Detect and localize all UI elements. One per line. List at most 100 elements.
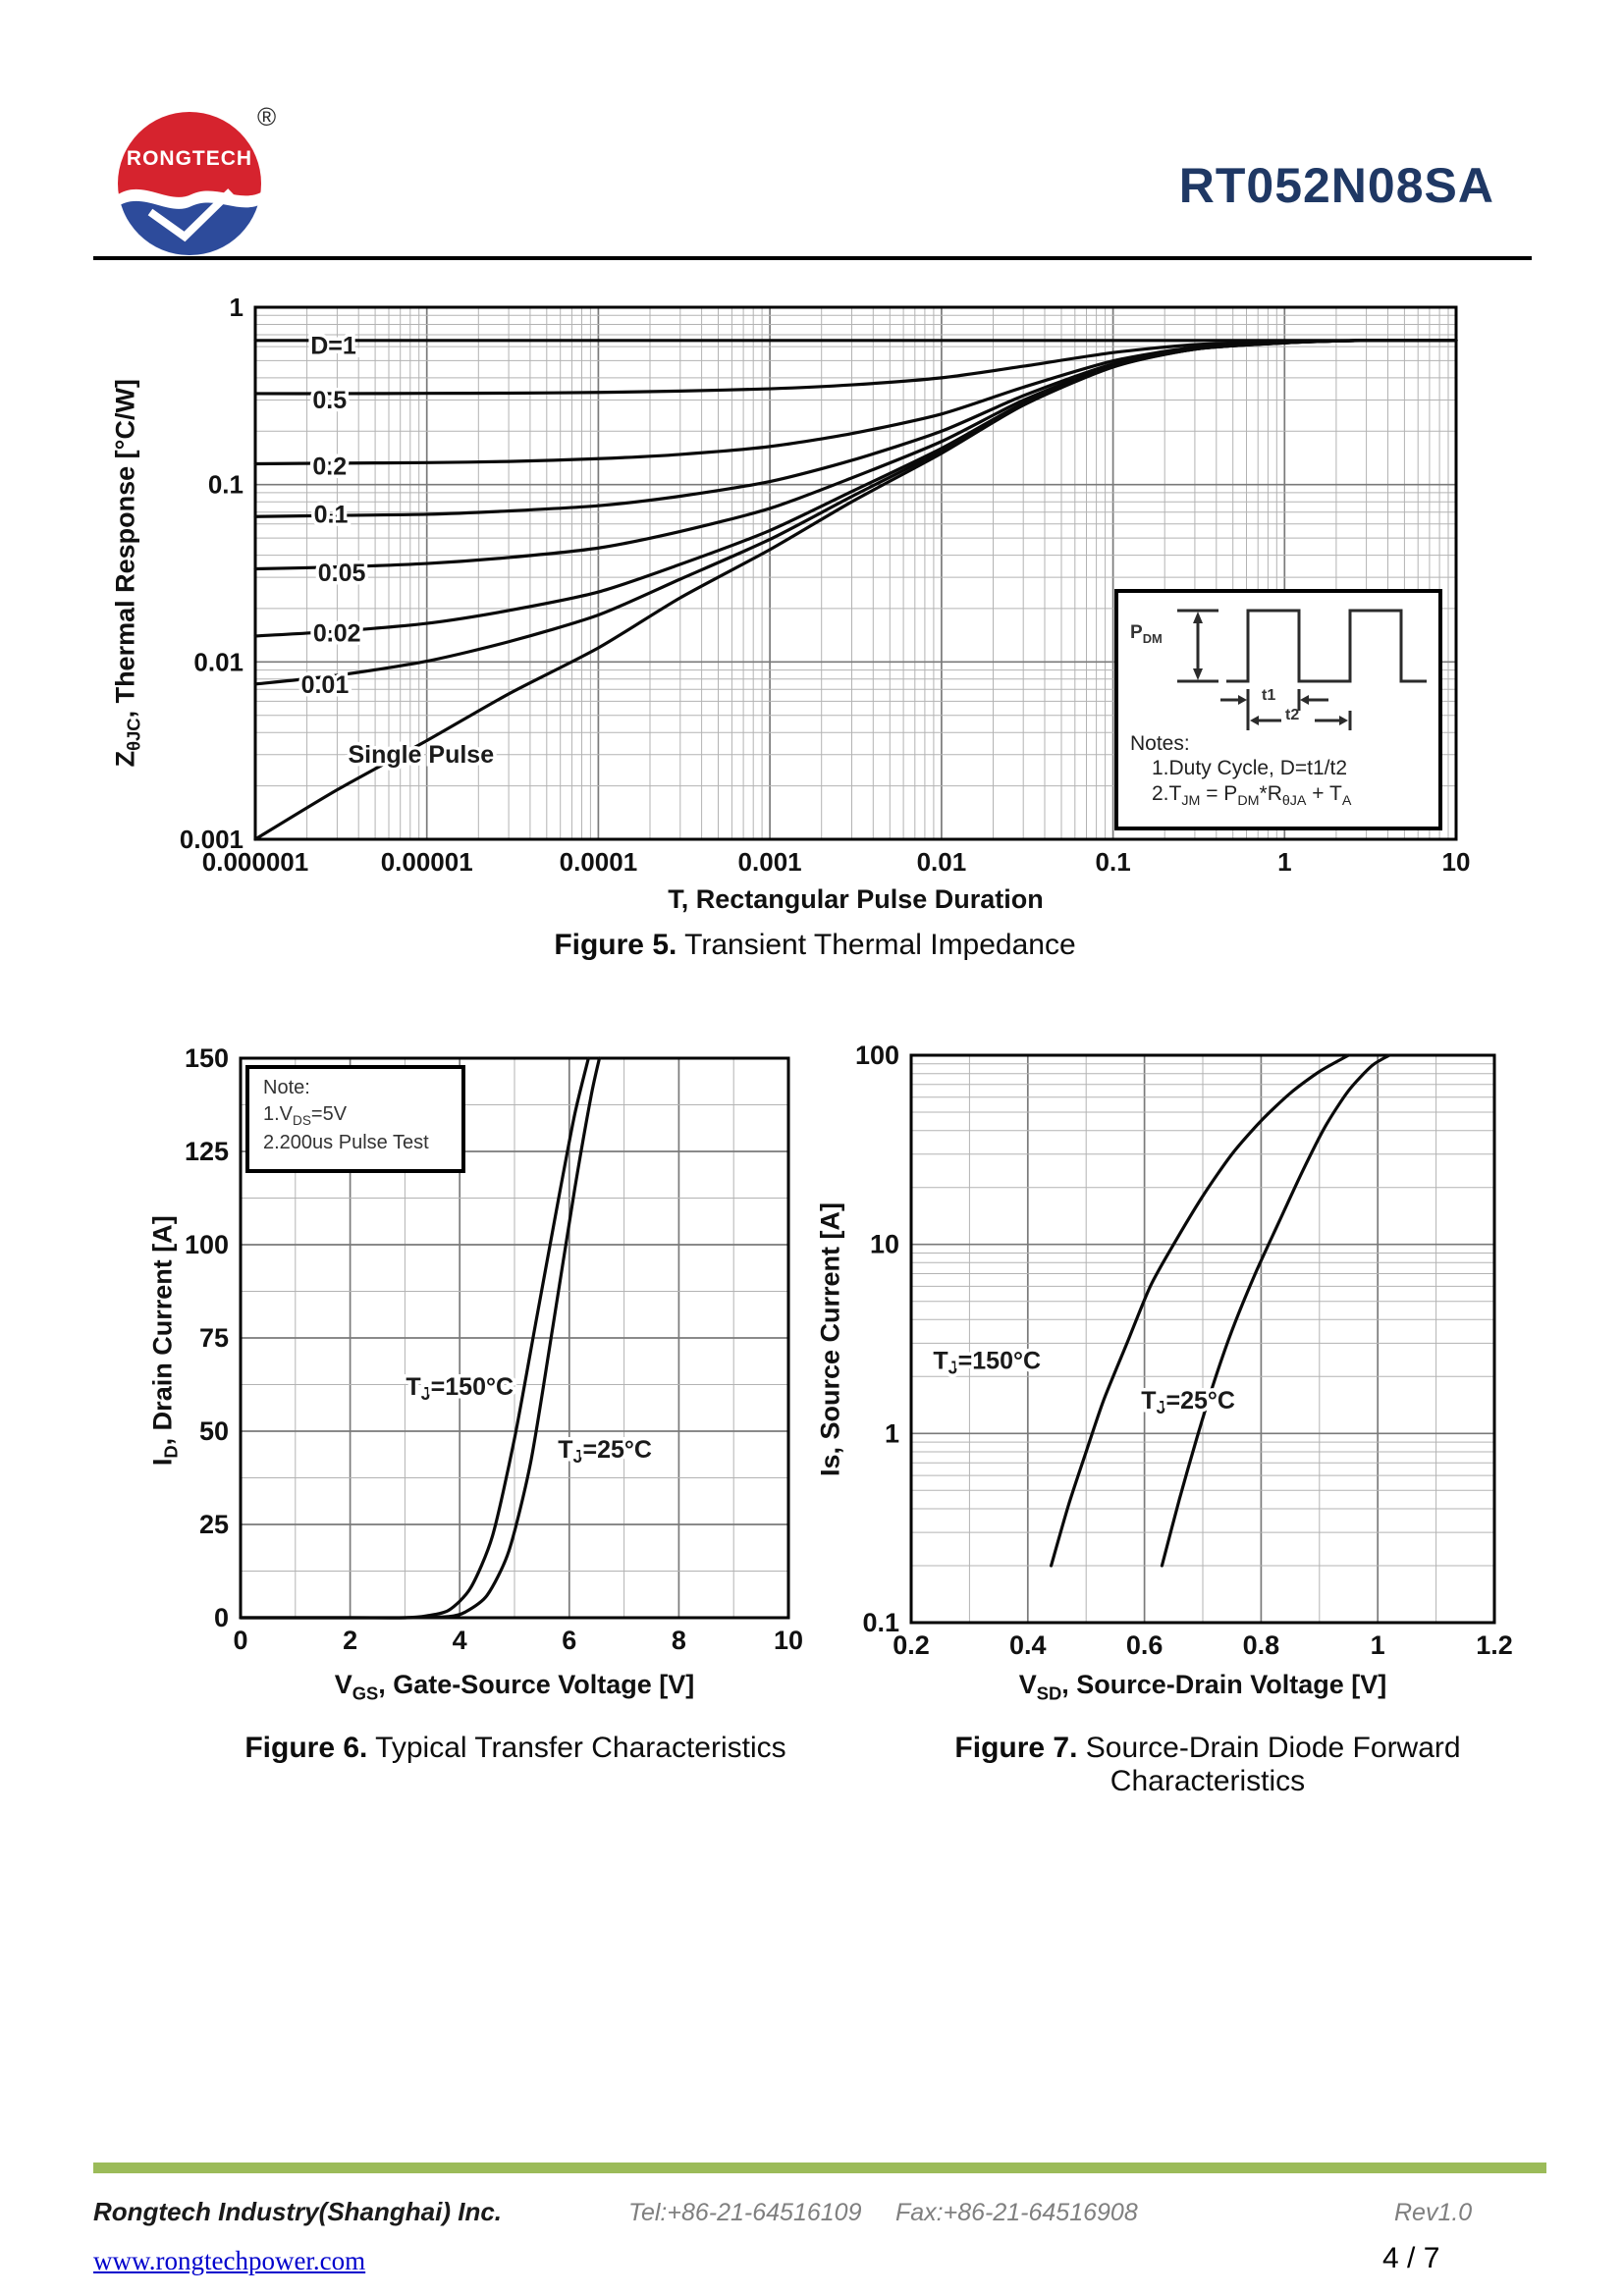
y-tick-label: 0.001 — [180, 825, 244, 854]
footer-company-name: Rongtech Industry(Shanghai) Inc. — [93, 2197, 503, 2226]
fig5-caption-text: Transient Thermal Impedance — [677, 929, 1076, 961]
fig7-y-axis-title: Is, Source Current [A] — [815, 1201, 845, 1477]
fig5-notes-box: PDM t1 t2 Notes: 1.Duty Cycle, D=t1/t2 2… — [1114, 589, 1442, 830]
x-tick-label: 10 — [1442, 847, 1471, 877]
fig7-caption-text: Source-Drain Diode Forward Characteristi… — [1077, 1732, 1461, 1797]
footer-revision: Rev1.0 — [1394, 2199, 1473, 2226]
company-logo: RONGTECH — [113, 104, 268, 259]
fig5-caption: Figure 5. Transient Thermal Impedance — [59, 929, 1571, 962]
fig7-caption-number: Figure 7. — [954, 1732, 1078, 1764]
series-curve-0-05 — [253, 339, 1458, 571]
curve-label: TJ=150°C — [933, 1348, 1041, 1378]
x-tick-label: 1.2 — [1476, 1630, 1513, 1660]
x-tick-label: 0.6 — [1126, 1630, 1164, 1660]
y-tick-label: 0.1 — [862, 1608, 899, 1637]
y-tick-label: 50 — [199, 1416, 229, 1446]
y-tick-label: 100 — [185, 1230, 229, 1259]
footer-fax: Fax:+86-21-64516908 — [895, 2199, 1138, 2226]
fig7-diode-forward-characteristics-chart: 0.2 0.4 0.6 0.8 1 1.2 100 10 1 0.1 TJ=150°C TJ=25°C — [855, 1041, 1513, 1660]
x-tick-label: 4 — [453, 1626, 467, 1655]
fig6-note-box: Note: 1.VDS=5V 2.200us Pulse Test — [245, 1065, 465, 1173]
x-tick-label: 0.2 — [893, 1630, 930, 1660]
pulse-waveform-icon — [1177, 609, 1427, 730]
fig6-note-2: 2.200us Pulse Test — [263, 1131, 429, 1153]
fig6-y-axis-title: ID, Drain Current [A] — [147, 1215, 182, 1467]
fig6-x-axis-title: VGS, Gate-Source Voltage [V] — [334, 1670, 695, 1704]
series-curve-tj-25-c — [1160, 1053, 1391, 1568]
plot-border — [253, 305, 1458, 841]
t2-label: t2 — [1285, 707, 1300, 723]
t1-label: t1 — [1262, 687, 1276, 704]
curve-label: D=1 — [310, 333, 356, 360]
fig5-x-axis-title: T, Rectangular Pulse Duration — [668, 884, 1044, 914]
y-tick-label: 100 — [855, 1041, 899, 1070]
plot-border — [909, 1053, 1496, 1625]
y-tick-label: 150 — [185, 1043, 229, 1073]
curve-label: 0.02 — [313, 619, 361, 647]
curve-label: 0.2 — [312, 454, 347, 481]
part-number-title: RT052N08SA — [1178, 158, 1494, 213]
curve-label: Single Pulse — [348, 741, 494, 769]
x-tick-label: 1 — [1277, 847, 1291, 877]
footer-telephone: Tel:+86-21-64516109 — [628, 2199, 862, 2226]
curve-label: 0.05 — [318, 560, 366, 587]
fig5-caption-number: Figure 5. — [554, 929, 677, 961]
x-tick-label: 0.000001 — [202, 847, 308, 877]
x-tick-label: 0.0001 — [560, 847, 638, 877]
rongtech-logo-icon: RONGTECH — [118, 112, 261, 255]
series-curve-tj-150-c — [1049, 1053, 1351, 1568]
fig7-caption: Figure 7. Source-Drain Diode Forward Cha… — [856, 1732, 1559, 1798]
fig5-note-1: 1.Duty Cycle, D=t1/t2 — [1152, 757, 1347, 779]
x-tick-label: 0.00001 — [381, 847, 473, 877]
plot-border — [239, 1056, 790, 1620]
y-tick-label: 25 — [199, 1510, 229, 1539]
series-curve-tj-25-c — [239, 1056, 602, 1620]
x-tick-label: 6 — [562, 1626, 576, 1655]
y-tick-label: 125 — [185, 1137, 229, 1166]
fig7-x-axis-title: VSD, Source-Drain Voltage [V] — [1018, 1670, 1387, 1704]
y-tick-label: 0 — [214, 1603, 229, 1632]
pulse-waveform-diagram: PDM t1 t2 — [1126, 597, 1431, 732]
x-tick-label: 1 — [1371, 1630, 1385, 1660]
y-tick-label: 10 — [870, 1230, 899, 1259]
fig6-note-title: Note: — [263, 1077, 310, 1098]
x-tick-label: 0 — [233, 1626, 247, 1655]
header-divider — [93, 256, 1532, 260]
footer-accent-bar — [93, 2163, 1546, 2173]
x-tick-label: 0.1 — [1096, 847, 1131, 877]
logo-brand-text: RONGTECH — [127, 147, 252, 170]
fig6-caption-text: Typical Transfer Characteristics — [367, 1732, 786, 1764]
curve-label: 0.01 — [301, 671, 350, 699]
series-curve-0-5 — [253, 339, 1458, 396]
fig6-note-1: 1.VDS=5V — [263, 1102, 348, 1128]
x-tick-label: 0.01 — [917, 847, 967, 877]
y-tick-label: 75 — [199, 1323, 229, 1353]
pdm-label: PDM — [1130, 622, 1163, 646]
y-tick-label: 1 — [885, 1418, 899, 1448]
y-tick-label: 1 — [230, 293, 244, 322]
page-number: 4 / 7 — [1382, 2242, 1440, 2274]
fig6-caption-number: Figure 6. — [244, 1732, 368, 1764]
curve-label: 0.1 — [314, 502, 349, 529]
series-curve-0-2 — [253, 339, 1458, 466]
fig5-y-axis-title: ZθJC, Thermal Response [°C/W] — [110, 379, 144, 768]
x-tick-label: 0.8 — [1243, 1630, 1280, 1660]
curve-label: 0.5 — [312, 387, 347, 414]
fig5-note-2: 2.TJM = PDM*RθJA + TA — [1152, 781, 1352, 809]
y-tick-label: 0.01 — [193, 647, 244, 676]
curve-label: TJ=25°C — [558, 1436, 652, 1467]
x-tick-label: 8 — [672, 1626, 686, 1655]
registered-trademark-mark: ® — [257, 102, 277, 132]
footer-website-link[interactable]: www.rongtechpower.com — [93, 2246, 366, 2275]
fig5-notes-title: Notes: — [1130, 732, 1190, 755]
x-tick-label: 2 — [343, 1626, 357, 1655]
x-tick-label: 0.001 — [738, 847, 802, 877]
curve-label: TJ=150°C — [406, 1373, 514, 1404]
fig5-transient-thermal-impedance-chart: 0.000001 0.00001 0.0001 0.001 0.01 0.1 1 10 1 0.1… — [180, 293, 1471, 877]
series-curve-single-pulse — [253, 339, 1458, 841]
x-tick-label: 10 — [774, 1626, 803, 1655]
y-tick-label: 0.1 — [208, 470, 244, 500]
fig6-caption: Figure 6. Typical Transfer Characteristi… — [167, 1732, 864, 1765]
